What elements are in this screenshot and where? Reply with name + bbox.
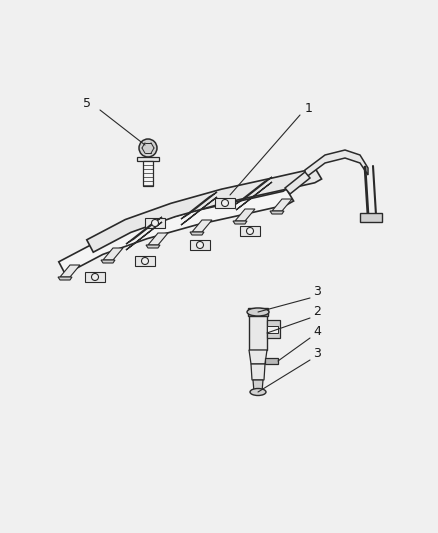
- Polygon shape: [101, 260, 115, 263]
- Polygon shape: [248, 316, 266, 350]
- Circle shape: [196, 241, 203, 248]
- Polygon shape: [191, 220, 212, 232]
- Polygon shape: [190, 232, 204, 235]
- Polygon shape: [265, 358, 277, 364]
- Text: 3: 3: [312, 285, 320, 298]
- Polygon shape: [215, 198, 234, 208]
- Polygon shape: [60, 265, 80, 277]
- Polygon shape: [126, 222, 162, 250]
- Polygon shape: [248, 350, 266, 364]
- Polygon shape: [266, 326, 277, 333]
- Text: 3: 3: [312, 347, 320, 360]
- Polygon shape: [190, 240, 209, 250]
- Polygon shape: [233, 221, 247, 224]
- Polygon shape: [359, 213, 381, 222]
- Polygon shape: [148, 233, 168, 245]
- Polygon shape: [143, 161, 153, 186]
- Polygon shape: [180, 192, 216, 219]
- Polygon shape: [59, 189, 293, 274]
- Circle shape: [246, 228, 253, 235]
- Polygon shape: [252, 380, 262, 392]
- Polygon shape: [251, 364, 265, 380]
- Polygon shape: [135, 256, 155, 266]
- Polygon shape: [272, 199, 291, 211]
- Text: 2: 2: [312, 305, 320, 318]
- Polygon shape: [269, 211, 283, 214]
- Ellipse shape: [249, 389, 265, 395]
- Text: 5: 5: [83, 97, 91, 110]
- Polygon shape: [240, 226, 259, 236]
- Circle shape: [91, 273, 98, 280]
- Circle shape: [221, 199, 228, 206]
- Polygon shape: [266, 320, 279, 338]
- Polygon shape: [58, 277, 72, 280]
- Polygon shape: [103, 248, 123, 260]
- Polygon shape: [304, 150, 367, 178]
- Polygon shape: [284, 172, 309, 194]
- Circle shape: [139, 139, 157, 157]
- Polygon shape: [180, 197, 216, 225]
- Polygon shape: [236, 177, 272, 204]
- Text: 4: 4: [312, 325, 320, 338]
- Text: 1: 1: [304, 102, 312, 115]
- Polygon shape: [146, 245, 159, 248]
- Polygon shape: [137, 157, 159, 161]
- Polygon shape: [145, 218, 165, 228]
- Ellipse shape: [247, 308, 268, 316]
- Polygon shape: [236, 182, 272, 210]
- Circle shape: [141, 257, 148, 264]
- Circle shape: [151, 220, 158, 227]
- Polygon shape: [85, 272, 105, 282]
- Polygon shape: [126, 217, 162, 244]
- Polygon shape: [247, 308, 267, 316]
- Polygon shape: [87, 167, 321, 252]
- Polygon shape: [234, 209, 254, 221]
